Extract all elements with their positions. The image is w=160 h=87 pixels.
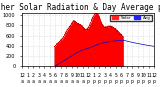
Legend: Solar, Avg: Solar, Avg [110,15,152,21]
Title: Milwaukee Weather Solar Radiation & Day Average per Minute (Today): Milwaukee Weather Solar Radiation & Day … [0,3,160,12]
